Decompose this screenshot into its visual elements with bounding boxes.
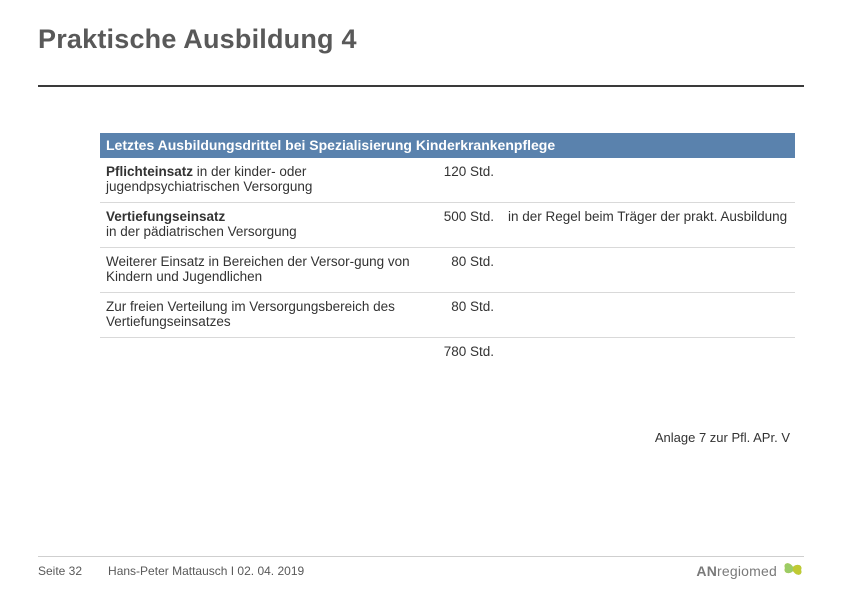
lead-text: Pflichteinsatz xyxy=(106,164,193,179)
cell-hours: 80 Std. xyxy=(420,248,502,293)
lead-text: Vertiefungseinsatz xyxy=(106,209,225,224)
cell-total-hours: 780 Std. xyxy=(420,338,502,366)
rest-text: Weiterer Einsatz in Bereichen der Versor… xyxy=(106,254,410,284)
rest-text: in der pädiatrischen Versorgung xyxy=(106,224,297,239)
cell-note xyxy=(502,158,795,203)
footer-rule xyxy=(38,556,804,557)
slide: Praktische Ausbildung 4 Letztes Ausbildu… xyxy=(0,0,842,595)
logo-text-bold: AN xyxy=(696,563,717,579)
author-date: Hans-Peter Mattausch I 02. 04. 2019 xyxy=(108,564,304,578)
table-row: Zur freien Verteilung im Versorgungsbere… xyxy=(100,293,795,338)
training-table: Letztes Ausbildungsdrittel bei Spezialis… xyxy=(100,133,795,365)
table-row: Vertiefungseinsatz in der pädiatrischen … xyxy=(100,203,795,248)
page-number: Seite 32 xyxy=(38,564,82,578)
logo: ANregiomed xyxy=(696,558,804,583)
cell-hours: 120 Std. xyxy=(420,158,502,203)
rest-text: Zur freien Verteilung im Versorgungsbere… xyxy=(106,299,395,329)
source-note: Anlage 7 zur Pfl. APr. V xyxy=(655,430,790,445)
cell-desc xyxy=(100,338,420,366)
footer: Seite 32 Hans-Peter Mattausch I 02. 04. … xyxy=(38,558,804,583)
cell-desc: Vertiefungseinsatz in der pädiatrischen … xyxy=(100,203,420,248)
table-header-row: Letztes Ausbildungsdrittel bei Spezialis… xyxy=(100,133,795,158)
cell-desc: Weiterer Einsatz in Bereichen der Versor… xyxy=(100,248,420,293)
title-rule xyxy=(38,85,804,87)
table-header: Letztes Ausbildungsdrittel bei Spezialis… xyxy=(100,133,795,158)
cell-note xyxy=(502,293,795,338)
table-row: Pflichteinsatz in der kinder- oder jugen… xyxy=(100,158,795,203)
training-table-wrap: Letztes Ausbildungsdrittel bei Spezialis… xyxy=(100,133,795,365)
cell-hours: 500 Std. xyxy=(420,203,502,248)
table-row: Weiterer Einsatz in Bereichen der Versor… xyxy=(100,248,795,293)
cell-note: in der Regel beim Träger der prakt. Ausb… xyxy=(502,203,795,248)
page-title: Praktische Ausbildung 4 xyxy=(38,24,804,55)
logo-text-rest: regiomed xyxy=(717,563,777,579)
cell-note xyxy=(502,338,795,366)
table-total-row: 780 Std. xyxy=(100,338,795,366)
cell-desc: Pflichteinsatz in der kinder- oder jugen… xyxy=(100,158,420,203)
clover-icon xyxy=(782,558,804,583)
cell-note xyxy=(502,248,795,293)
footer-left: Seite 32 Hans-Peter Mattausch I 02. 04. … xyxy=(38,564,304,578)
cell-desc: Zur freien Verteilung im Versorgungsbere… xyxy=(100,293,420,338)
cell-hours: 80 Std. xyxy=(420,293,502,338)
logo-text: ANregiomed xyxy=(696,563,777,579)
